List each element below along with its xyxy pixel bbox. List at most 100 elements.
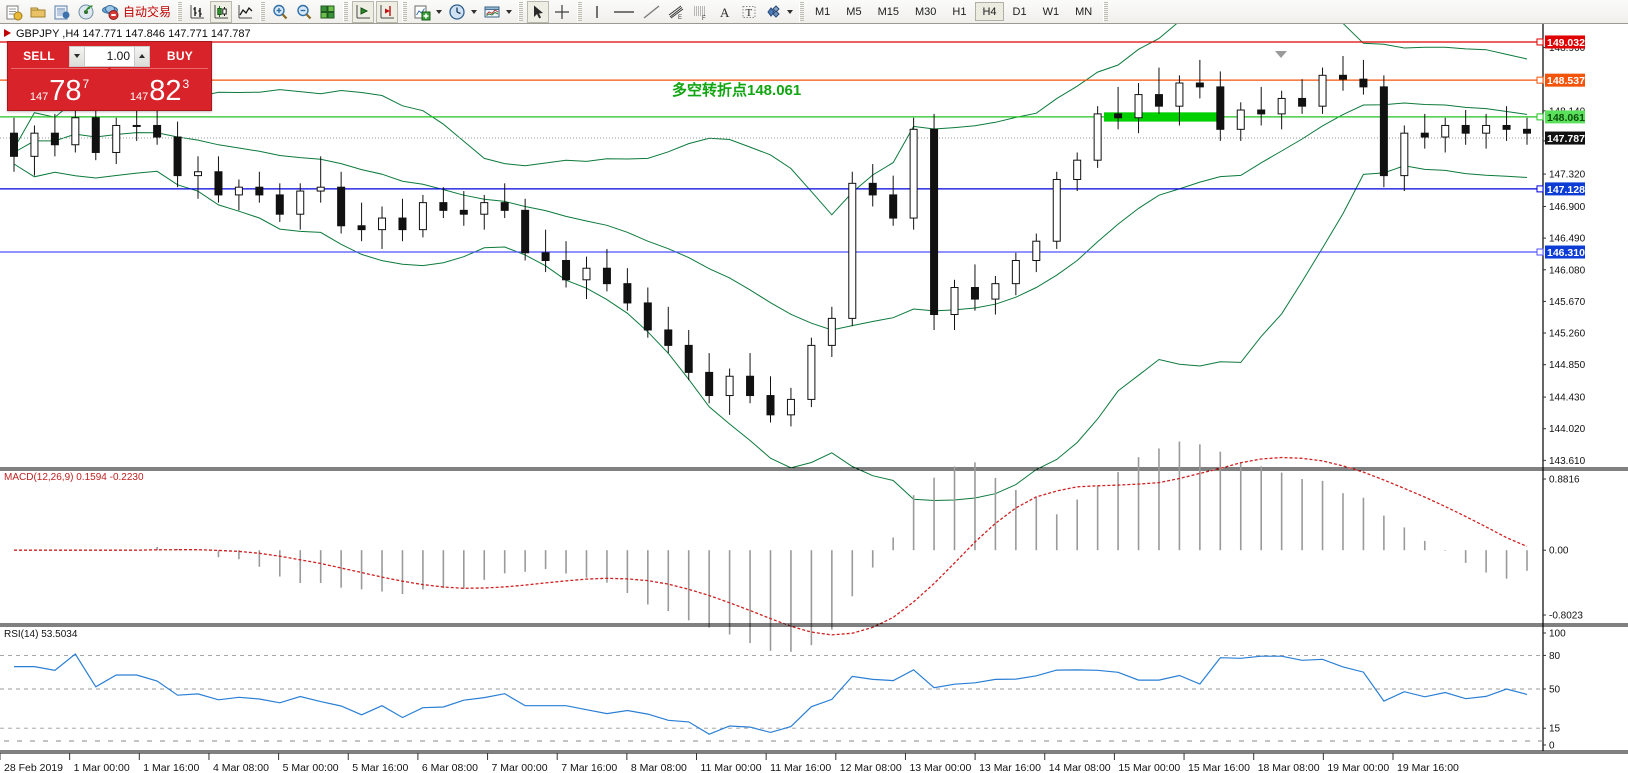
price-level-label-box[interactable] <box>1545 35 1585 49</box>
candle-body <box>807 344 816 400</box>
time-axis-tick-label: 13 Mar 16:00 <box>979 762 1041 773</box>
text-icon[interactable]: A <box>714 1 736 23</box>
candle-body <box>153 124 162 138</box>
price-level-handle[interactable] <box>1536 38 1544 46</box>
candle-body <box>50 132 59 146</box>
candle-body <box>255 186 264 196</box>
shapes-icon[interactable] <box>762 1 784 23</box>
candlestick-chart-icon[interactable] <box>210 0 233 23</box>
buy-button[interactable]: BUY <box>166 49 194 63</box>
green-zone-rectangle[interactable] <box>1104 112 1223 122</box>
price-level-handle[interactable] <box>1536 76 1544 84</box>
candle-body <box>1502 124 1511 130</box>
rsi-axis-tick-label: 0 <box>1549 741 1555 752</box>
vertical-line-icon[interactable] <box>586 1 608 23</box>
price-level-handle[interactable] <box>1536 185 1544 193</box>
candle-body <box>868 182 877 196</box>
volume-spin-up-icon[interactable] <box>134 46 149 66</box>
buy-price-big: 82 <box>149 75 182 107</box>
tab-timeframe-w1[interactable]: W1 <box>1042 5 1060 18</box>
volume-dropdown-arrow-icon[interactable] <box>70 46 85 66</box>
price-level-label-box[interactable] <box>1545 73 1585 87</box>
price-axis-tick-label: 143.610 <box>1549 456 1586 467</box>
candle-body <box>1216 86 1225 130</box>
cursor-icon[interactable] <box>527 0 550 23</box>
tab-timeframe-m1[interactable]: M1 <box>815 5 831 18</box>
periods-icon[interactable] <box>446 1 468 23</box>
trendline-icon[interactable] <box>640 1 664 23</box>
zoom-out-icon[interactable] <box>293 1 315 23</box>
price-axis-tick-label: 144.850 <box>1549 360 1586 371</box>
periods-dropdown-arrow[interactable] <box>469 10 478 14</box>
tab-timeframe-m5[interactable]: M5 <box>846 5 862 18</box>
chart-collapse-arrow-icon[interactable] <box>1275 51 1287 58</box>
svg-text:F: F <box>702 16 706 21</box>
tab-timeframe-m30[interactable]: M30 <box>914 5 937 18</box>
time-axis-tick-label: 15 Mar 16:00 <box>1188 762 1250 773</box>
indicators-dropdown-arrow[interactable] <box>434 10 443 14</box>
candle-body <box>643 302 652 331</box>
fibonacci-icon[interactable]: F <box>690 1 712 23</box>
news-icon[interactable] <box>51 1 73 23</box>
price-axis-tick-label: 147.320 <box>1549 170 1586 181</box>
text-label-icon[interactable]: T <box>738 1 760 23</box>
price-level-label-box[interactable] <box>1545 182 1585 196</box>
folder-icon[interactable] <box>27 1 49 23</box>
candle-body <box>909 128 918 219</box>
chart-window[interactable]: 148.960148.140147.750147.320146.900146.4… <box>0 24 1628 773</box>
price-level-label: 146.310 <box>1547 247 1585 259</box>
line-chart-icon[interactable] <box>234 1 256 23</box>
candle-body <box>541 252 550 262</box>
volume-stepper[interactable]: 1.00 <box>69 45 150 67</box>
tab-timeframe-d1[interactable]: D1 <box>1012 5 1027 18</box>
candle-body <box>602 267 611 285</box>
templates-icon[interactable] <box>481 1 503 23</box>
macd-axis-tick-label: -0.8023 <box>1549 611 1583 622</box>
price-axis-tick-label: 148.960 <box>1549 43 1586 54</box>
time-axis-tick-label: 5 Mar 16:00 <box>352 762 408 773</box>
zoom-in-icon[interactable] <box>269 1 291 23</box>
tile-windows-icon[interactable] <box>317 1 339 23</box>
candle-body <box>950 287 959 316</box>
auto-scroll-icon[interactable] <box>376 0 399 23</box>
price-level-label-box[interactable] <box>1545 110 1585 124</box>
volume-input[interactable]: 1.00 <box>106 49 130 63</box>
tab-timeframe-h1[interactable]: H1 <box>952 5 967 18</box>
buy-price-fraction: 3 <box>182 77 190 91</box>
candle-body <box>194 171 203 177</box>
templates-dropdown-arrow[interactable] <box>504 10 513 14</box>
shapes-dropdown-arrow[interactable] <box>785 10 794 14</box>
tab-timeframe-m15[interactable]: M15 <box>877 5 899 18</box>
bar-chart-icon[interactable] <box>186 1 208 23</box>
toolbar-separator <box>177 1 183 22</box>
bollinger-band-line <box>13 102 1528 331</box>
sell-price-display[interactable]: 147 78 7 <box>11 68 108 107</box>
signal-icon[interactable] <box>75 1 97 23</box>
new-order-icon[interactable] <box>3 1 25 23</box>
indicators-icon[interactable] <box>411 1 433 23</box>
chart-canvas[interactable]: 148.960148.140147.750147.320146.900146.4… <box>0 24 1628 773</box>
candle-body <box>746 375 755 397</box>
horizontal-line-icon[interactable] <box>610 1 638 23</box>
price-level-handle[interactable] <box>1536 248 1544 256</box>
one-click-trade-panel[interactable]: SELL 1.00 BUY 147 78 7 147 82 3 <box>7 41 212 111</box>
sell-button[interactable]: SELL <box>23 49 55 63</box>
price-level-label-box[interactable] <box>1545 131 1585 145</box>
buy-price-display[interactable]: 147 82 3 <box>111 68 208 107</box>
equidistant-channel-icon[interactable]: E <box>666 1 688 23</box>
price-level-label: 148.537 <box>1547 75 1585 87</box>
chart-shift-icon[interactable] <box>352 0 375 23</box>
svg-text:T: T <box>746 7 753 19</box>
candle-body <box>91 117 100 153</box>
crosshair-icon[interactable] <box>551 1 573 23</box>
candle-body <box>214 171 223 196</box>
price-level-label-box[interactable] <box>1545 245 1585 259</box>
tab-timeframe-mn[interactable]: MN <box>1075 5 1093 18</box>
autotrade-icon[interactable] <box>99 1 121 23</box>
tab-timeframe-h4[interactable]: H4 <box>975 2 1004 21</box>
time-axis-tick-label: 19 Mar 16:00 <box>1397 762 1459 773</box>
sell-price-integer: 147 <box>29 91 49 103</box>
candle-body <box>1154 94 1163 107</box>
price-level-handle[interactable] <box>1536 113 1544 121</box>
time-axis-tick-label: 11 Mar 00:00 <box>701 762 762 773</box>
